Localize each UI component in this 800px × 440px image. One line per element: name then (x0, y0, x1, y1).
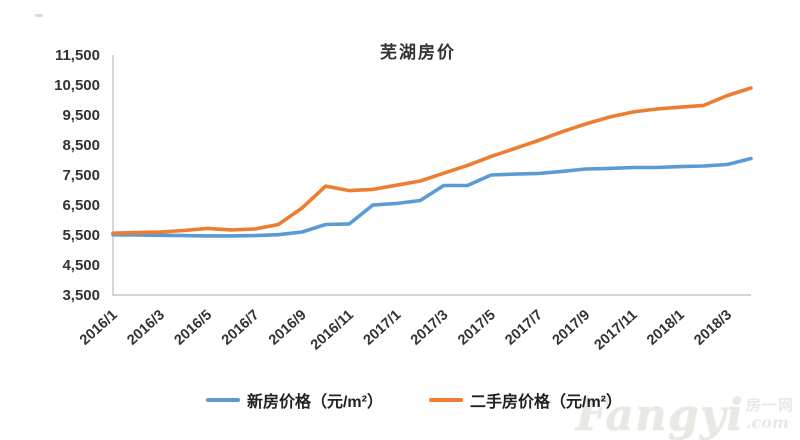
x-tick-label: 2017/1 (361, 307, 405, 349)
legend-swatch-secondhand-house (429, 398, 463, 402)
watermark-cn: 房一网 (745, 397, 794, 414)
y-tick-label: 8,500 (62, 137, 100, 154)
legend-label-new-house: 新房价格（元/m²） (246, 394, 383, 411)
y-tick-label: 3,500 (62, 287, 100, 304)
x-tick-label: 2017/7 (502, 307, 546, 349)
watermark: Fangyi 房一网 .com (576, 394, 794, 438)
series-line-0 (111, 156, 753, 238)
y-tick-label: 9,500 (62, 107, 100, 124)
x-tick-label: 2016/3 (124, 307, 168, 349)
y-tick-label: 7,500 (62, 167, 100, 184)
series-line-1 (111, 86, 753, 235)
x-tick-label: 2017/11 (592, 307, 641, 353)
x-tick-label: 2016/9 (266, 307, 310, 349)
y-tick-label: 11,500 (55, 47, 100, 64)
chart-legend: 新房价格（元/m²） 二手房价格（元/m²） (14, 388, 800, 412)
plot-area: 3,500 4,500 5,500 6,500 7,500 8,500 9,500 10,50… (54, 47, 753, 354)
legend-label-secondhand-house: 二手房价格（元/m²） (470, 394, 623, 411)
watermark-stack: 房一网 .com (745, 397, 794, 432)
y-tick-label: 10,500 (54, 77, 100, 94)
watermark-brand: Fangyi (575, 390, 744, 440)
chart-title: 芜湖房价 (380, 43, 456, 62)
x-tick-label: 2017/5 (455, 307, 499, 349)
legend-item-secondhand-house: 二手房价格（元/m²） (429, 388, 622, 412)
x-tick-label: 2016/11 (308, 307, 357, 353)
legend-item-new-house: 新房价格（元/m²） (205, 388, 383, 412)
y-tick-label: 5,500 (62, 227, 100, 244)
x-tick-label: 2016/5 (172, 307, 216, 349)
legend-swatch-new-house (205, 398, 240, 402)
y-tick-label: 6,500 (62, 197, 100, 214)
x-tick-label: 2018/1 (644, 307, 688, 349)
axis-lines (112, 55, 751, 296)
x-tick-label: 2018/3 (691, 307, 735, 349)
x-tick-label: 2017/9 (550, 307, 594, 349)
scan-artifact (35, 14, 43, 17)
y-tick-label: 4,500 (62, 257, 100, 274)
watermark-suffix: .com (745, 413, 789, 432)
x-tick-label: 2016/7 (219, 307, 263, 349)
x-tick-label: 2017/3 (408, 307, 452, 349)
x-tick-label: 2016/1 (77, 307, 121, 349)
